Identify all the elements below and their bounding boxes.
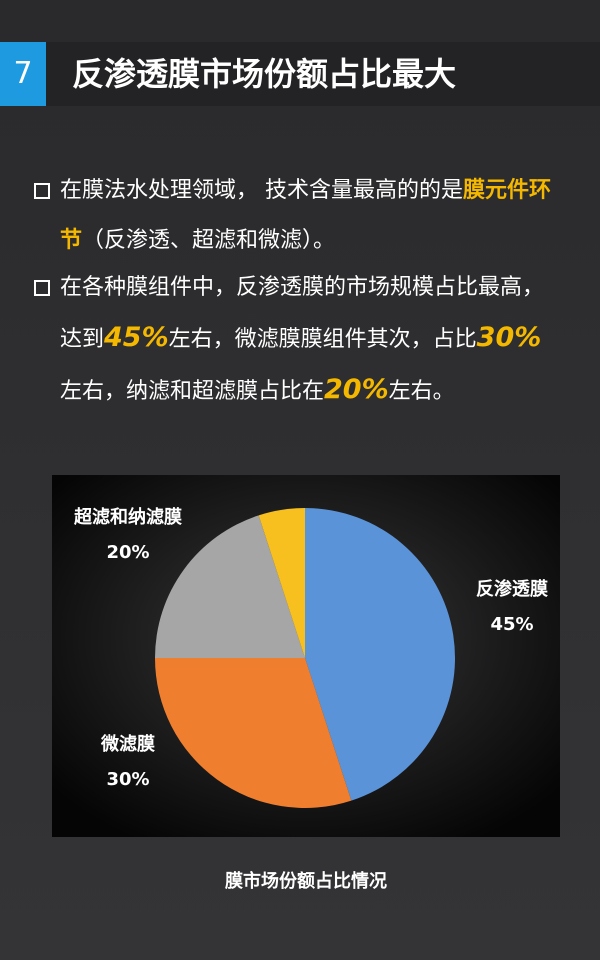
header: 7 反渗透膜市场份额占比最大 — [0, 42, 600, 106]
highlight-text: 30% — [476, 322, 542, 353]
pie-slice — [155, 658, 352, 808]
bullet-text: （反渗透、超滤和微滤）。 — [82, 228, 336, 253]
highlight-text: 45% — [104, 322, 169, 353]
bullet: 在膜法水处理领域， 技术含量最高的的是膜元件环节（反渗透、超滤和微滤）。 — [34, 166, 560, 266]
bullet: 在各种膜组件中，反渗透膜的市场规模占比最高，达到45%左右，微滤膜膜组件其次，占… — [34, 263, 560, 417]
highlight-text: 膜元件环节 — [60, 178, 552, 253]
pie-slice — [305, 508, 455, 801]
slide-title: 反渗透膜市场份额占比最大 — [72, 55, 457, 93]
bullet-text: 在各种膜组件中，反渗透膜的市场规模占比最高，达到 — [60, 275, 545, 352]
chart-title: 膜市场份额占比情况 — [224, 870, 387, 892]
slice-label: 微滤膜 — [100, 733, 155, 755]
bullet-text: 左右，纳滤和超滤膜占比在 — [60, 379, 325, 404]
bullet-text: 在膜法水处理领域， 技术含量最高的的是 — [60, 178, 463, 203]
pie-slice — [155, 515, 305, 658]
slice-label: 反渗透膜 — [476, 578, 548, 600]
pie-slice — [258, 508, 305, 658]
slice-value: 30% — [106, 769, 149, 790]
bullet-text: 左右，微滤膜膜组件其次，占比 — [168, 327, 477, 352]
bullet-icon — [34, 183, 50, 199]
bullet-text: 左右。 — [388, 379, 455, 404]
slice-label: 超滤和纳滤膜 — [74, 506, 182, 528]
slice-value: 45% — [490, 614, 533, 635]
highlight-text: 20% — [324, 374, 389, 405]
slide-number: 7 — [0, 42, 46, 106]
slice-value: 20% — [106, 542, 149, 563]
bullet-icon — [34, 280, 50, 296]
